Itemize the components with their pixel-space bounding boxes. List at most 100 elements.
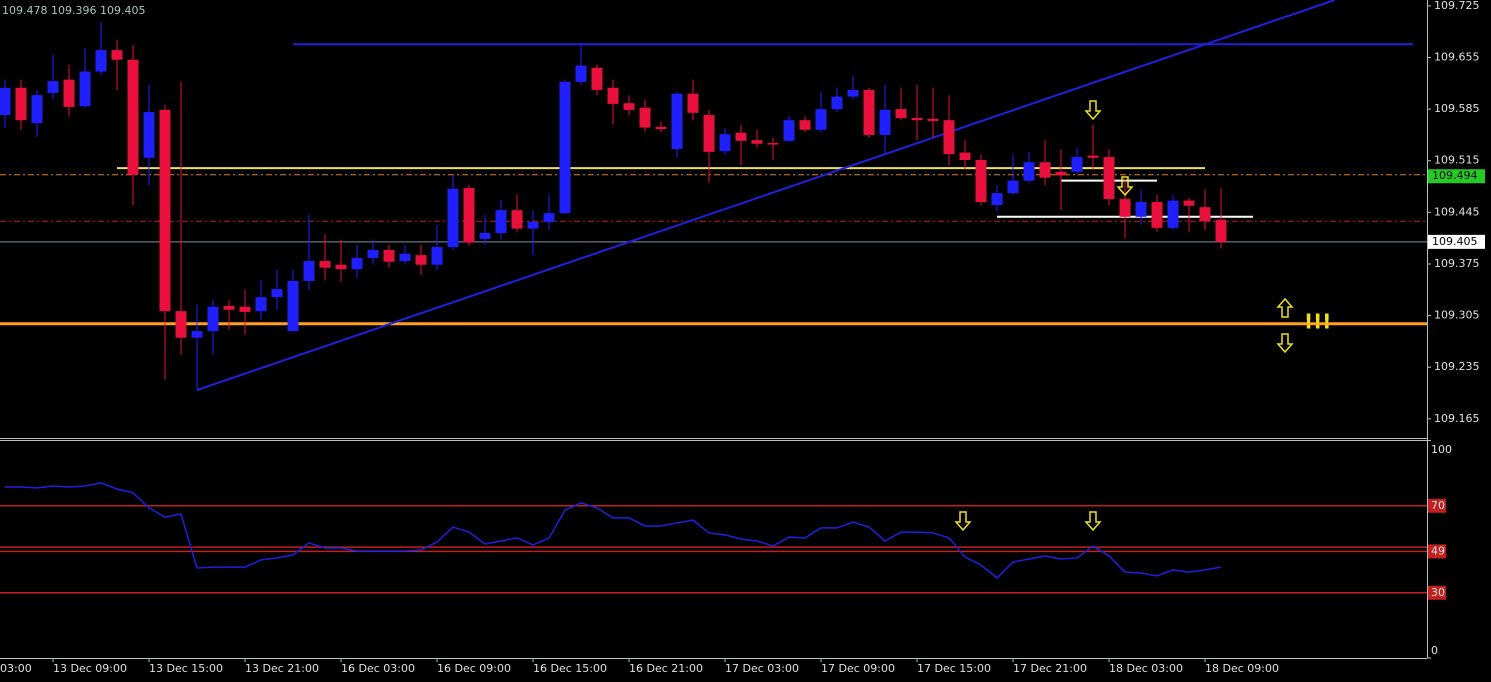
candle-body xyxy=(1055,171,1067,176)
candle-body xyxy=(255,297,267,312)
y-tick-label: 109.655 xyxy=(1434,51,1480,64)
y-tick-label: 109.305 xyxy=(1434,309,1480,322)
level-box xyxy=(1428,498,1446,513)
candle-body xyxy=(15,87,27,121)
candle-body xyxy=(527,221,539,229)
arrow-icon xyxy=(1276,333,1294,354)
y-tick-label: 49 xyxy=(1431,544,1445,557)
candle-body xyxy=(335,264,347,270)
candle-body xyxy=(1103,157,1115,200)
candle-body xyxy=(47,81,59,93)
x-tick-label: 13 Dec 09:00 xyxy=(53,662,127,675)
candle-body xyxy=(687,93,699,113)
candle-body xyxy=(367,249,379,259)
candle-body xyxy=(239,306,251,312)
arrow-icon xyxy=(1276,297,1294,318)
candle-body xyxy=(767,143,779,145)
ohlc-header: 109.478 109.396 109.405 xyxy=(2,4,145,17)
candle-body xyxy=(959,152,971,161)
x-tick-label: 16 Dec 09:00 xyxy=(437,662,511,675)
candle-body xyxy=(559,81,571,214)
rsi-line xyxy=(5,482,1222,579)
y-tick-label: 109.235 xyxy=(1434,360,1480,373)
price-marker-box xyxy=(1428,234,1485,249)
y-tick-label: 109.515 xyxy=(1434,154,1480,167)
candle-body xyxy=(479,233,491,239)
candle-body xyxy=(351,258,363,270)
price-marker-label: 109.405 xyxy=(1432,235,1478,248)
candle-body xyxy=(1183,200,1195,206)
candle-body xyxy=(31,95,43,124)
candle-body xyxy=(815,109,827,130)
y-tick-label: 30 xyxy=(1431,586,1445,599)
y-tick-label: 109.165 xyxy=(1434,412,1480,425)
arrow-icon xyxy=(1084,100,1102,121)
candle-body xyxy=(1135,202,1147,217)
candle-body xyxy=(207,306,219,332)
candle-body xyxy=(463,188,475,243)
candle-body xyxy=(1039,162,1051,178)
y-tick-label: 109.445 xyxy=(1434,205,1480,218)
level-box xyxy=(1428,544,1446,559)
x-tick-label: 13 Dec 15:00 xyxy=(149,662,223,675)
candle-body xyxy=(703,115,715,152)
candle-body xyxy=(431,247,443,265)
candle-body xyxy=(127,59,139,175)
x-tick-label: 16 Dec 03:00 xyxy=(341,662,415,675)
candle-body xyxy=(735,132,747,141)
x-tick-label: 18 Dec 09:00 xyxy=(1205,662,1279,675)
candle-body xyxy=(671,93,683,149)
arrow-icon xyxy=(954,511,972,532)
y-tick-label: 109.585 xyxy=(1434,102,1480,115)
candle-body xyxy=(1215,219,1227,242)
x-tick-label: 18 Dec 03:00 xyxy=(1109,662,1183,675)
candle-body xyxy=(0,87,11,116)
candle-body xyxy=(831,96,843,110)
y-tick-label: 70 xyxy=(1431,499,1445,512)
candle-body xyxy=(1007,180,1019,194)
candle-body xyxy=(1151,202,1163,228)
candle-body xyxy=(399,253,411,262)
candle-body xyxy=(447,188,459,248)
candle-body xyxy=(159,109,171,312)
candle-body xyxy=(1023,162,1035,181)
candle-body xyxy=(223,306,235,310)
x-tick-label: 17 Dec 09:00 xyxy=(821,662,895,675)
candle-body xyxy=(175,311,187,338)
candle-body xyxy=(543,213,555,222)
frame xyxy=(0,0,1428,659)
candle-body xyxy=(655,126,667,130)
candle-body xyxy=(943,120,955,155)
level-box xyxy=(1428,585,1446,600)
annotation: !!! xyxy=(1304,310,1331,334)
candle-body xyxy=(719,134,731,152)
candle-body xyxy=(271,289,283,298)
candle-body xyxy=(991,193,1003,205)
candle-body xyxy=(847,89,859,97)
candle-body xyxy=(607,87,619,104)
x-tick-label: 17 Dec 03:00 xyxy=(725,662,799,675)
candle-body xyxy=(191,331,203,338)
candle-body xyxy=(1119,199,1131,217)
trend-line xyxy=(196,0,1335,392)
candle-body xyxy=(1199,207,1211,222)
candle-body xyxy=(879,109,891,135)
candle-body xyxy=(1167,200,1179,228)
candle-body xyxy=(63,79,75,107)
x-tick-label: 13 Dec 21:00 xyxy=(245,662,319,675)
candle-body xyxy=(415,255,427,265)
price-marker-label: 109.494 xyxy=(1432,169,1478,182)
candle-body xyxy=(95,50,107,72)
x-tick-label: 16 Dec 21:00 xyxy=(629,662,703,675)
candle-body xyxy=(799,120,811,130)
y-tick-label: 0 xyxy=(1431,644,1438,657)
candle-body xyxy=(575,65,587,82)
candle-body xyxy=(639,107,651,128)
arrow-icon xyxy=(1116,176,1134,197)
candle-body xyxy=(1071,157,1083,172)
y-tick-label: 109.725 xyxy=(1434,0,1480,12)
candle-body xyxy=(751,140,763,144)
